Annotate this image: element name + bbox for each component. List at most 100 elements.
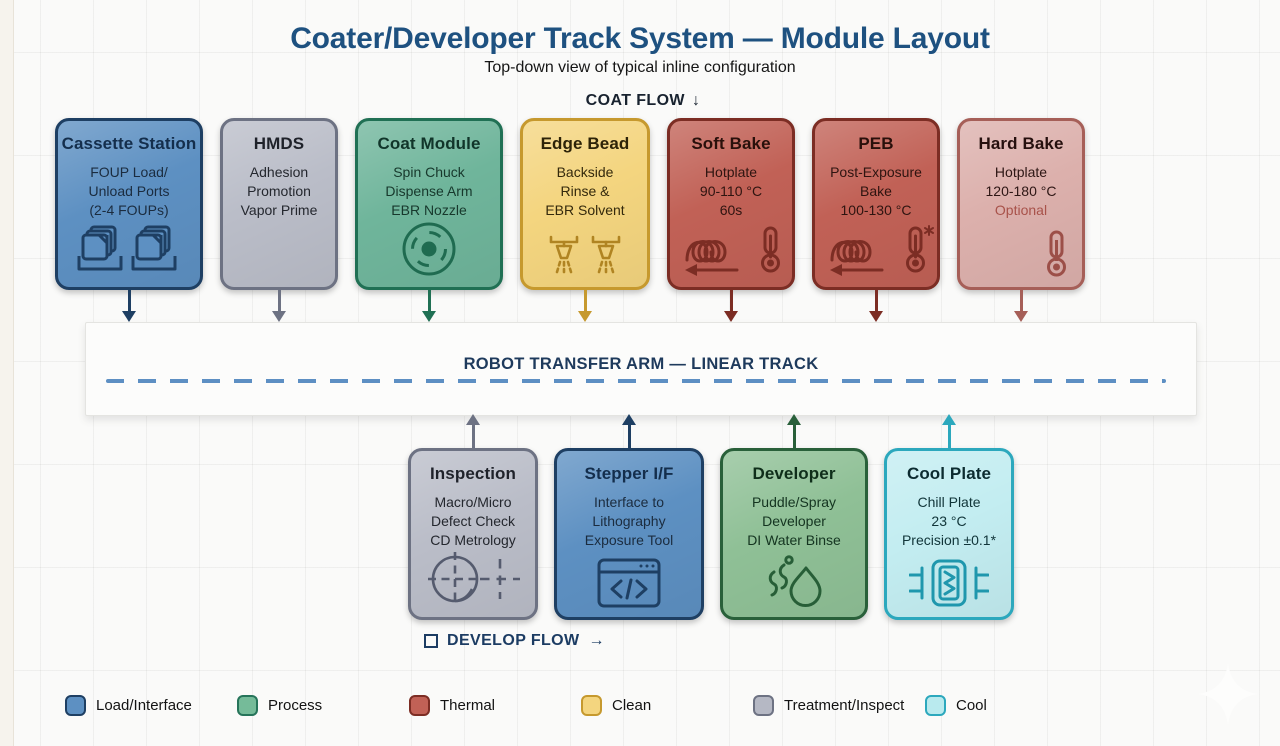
- module-title: Cool Plate: [906, 464, 992, 483]
- legend-swatch: [925, 695, 946, 716]
- module-inspection: Inspection Macro/Micro Defect Check CD Metr…: [408, 414, 538, 620]
- flow-arrow-down: [122, 290, 136, 322]
- code-window-icon: [557, 558, 701, 608]
- legend-item-thermal: Thermal: [409, 695, 495, 716]
- module-line: Backside: [556, 164, 614, 180]
- page-title: Coater/Developer Track System — Module L…: [290, 22, 990, 55]
- module-line: CD Metrology: [430, 532, 516, 548]
- thermometer-icon: [960, 228, 1082, 278]
- legend-label: Clean: [612, 697, 652, 714]
- spin-chuck-icon: [358, 220, 500, 278]
- module-line: 90-110 °C: [699, 183, 763, 199]
- module-soft-bake: Soft Bake Hotplate 90-110 °C 60s: [667, 118, 795, 322]
- legend-swatch: [409, 695, 430, 716]
- module-card: Cool Plate Chill Plate 23 °C Precision ±0.1…: [884, 448, 1014, 620]
- flow-arrow-up: [787, 414, 801, 448]
- module-line: EBR Solvent: [545, 202, 625, 218]
- module-line: Precision ±0.1*: [901, 532, 997, 548]
- module-line: Chill Plate: [917, 494, 981, 510]
- legend-item-cool: Cool: [925, 695, 987, 716]
- module-line: Adhesion: [249, 164, 309, 180]
- flow-arrow-down: [869, 290, 883, 322]
- legend-label: Process: [268, 697, 323, 714]
- module-cassette-station: Cassette Station FOUP Load/Unload Ports (2…: [55, 118, 203, 322]
- module-stepper-if: Stepper I/F Interface to Lithography Exposu…: [554, 414, 704, 620]
- module-line: EBR Nozzle: [391, 202, 467, 218]
- module-card: Inspection Macro/Micro Defect Check CD Metr…: [408, 448, 538, 620]
- module-developer: Developer Puddle/Spray Developer DI Water B…: [720, 414, 868, 620]
- right-arrow-icon: →: [588, 632, 605, 649]
- module-line: (2-4 FOUPs): [89, 202, 169, 218]
- square-bullet-icon: [424, 634, 438, 648]
- bake-coil-asterisk-icon: [815, 224, 937, 278]
- module-line: Hotplate: [994, 164, 1048, 180]
- inspection-icon: [411, 550, 535, 608]
- module-hmds: HMDS Adhesion Promotion Vapor Prime: [220, 118, 338, 322]
- module-line: 23 °C: [931, 513, 967, 529]
- module-line: Exposure Tool: [584, 532, 674, 548]
- flow-arrow-up: [466, 414, 480, 448]
- module-line: 120-180 °C: [985, 183, 1057, 199]
- module-line: Lithography: [592, 513, 666, 529]
- legend-swatch: [237, 695, 258, 716]
- module-card: Cassette Station FOUP Load/Unload Ports (2…: [55, 118, 203, 290]
- module-card: Stepper I/F Interface to Lithography Exposu…: [554, 448, 704, 620]
- module-card: HMDS Adhesion Promotion Vapor Prime: [220, 118, 338, 290]
- left-margin-strip: [0, 0, 14, 746]
- module-line: Promotion: [247, 183, 311, 199]
- legend-swatch: [753, 695, 774, 716]
- flow-arrow-down: [578, 290, 592, 322]
- module-line: Post-Exposure: [830, 164, 922, 180]
- page-subtitle: Top-down view of typical inline configur…: [484, 59, 796, 76]
- bottom-module-row: Inspection Macro/Micro Defect Check CD Metr…: [408, 414, 1014, 620]
- module-line: 100-130 °C: [840, 202, 912, 218]
- track-label: ROBOT TRANSFER ARM — LINEAR TRACK: [463, 355, 819, 373]
- module-card: Developer Puddle/Spray Developer DI Water B…: [720, 448, 868, 620]
- module-line: Vapor Prime: [240, 202, 318, 218]
- module-card: Hard Bake Hotplate 120-180 °C Optional: [957, 118, 1085, 290]
- coat-flow-label: COAT FLOW ↓: [586, 92, 701, 110]
- developer-drop-icon: [723, 552, 865, 608]
- sparkle-decoration: [1198, 663, 1258, 725]
- legend-label: Treatment/Inspect: [784, 697, 905, 714]
- down-arrow-icon: ↓: [691, 92, 701, 109]
- flow-arrow-up: [942, 414, 956, 448]
- module-line: Macro/Micro: [434, 494, 512, 510]
- module-line: Bake: [860, 183, 892, 199]
- module-title: Inspection: [429, 464, 516, 483]
- module-line: Rinse &: [560, 183, 610, 199]
- track-dashed-line: [106, 379, 1166, 383]
- module-line: Spin Chuck: [393, 164, 465, 180]
- flow-arrow-up: [622, 414, 636, 448]
- module-title: Cassette Station: [61, 134, 197, 153]
- cool-chip-icon: [887, 558, 1011, 608]
- module-card: Edge Bead Backside Rinse & EBR Solvent: [520, 118, 650, 290]
- module-edge-bead: Edge Bead Backside Rinse & EBR Solvent: [520, 118, 650, 322]
- module-title: Hard Bake: [978, 134, 1064, 153]
- legend-item-clean: Clean: [581, 695, 651, 716]
- module-line: Developer: [762, 513, 826, 529]
- legend: Load/Interface Process Thermal Clean Treatme…: [0, 695, 1280, 729]
- foup-stack-icon: [58, 224, 200, 278]
- legend-label: Load/Interface: [96, 697, 192, 714]
- legend-item-load-interface: Load/Interface: [65, 695, 192, 716]
- flow-arrow-down: [1014, 290, 1028, 322]
- legend-label: Cool: [956, 697, 987, 714]
- module-title: Developer: [752, 464, 836, 483]
- module-line: Unload Ports: [88, 183, 170, 199]
- flow-arrow-down: [272, 290, 286, 322]
- robot-transfer-track: ROBOT TRANSFER ARM — LINEAR TRACK: [85, 322, 1197, 416]
- flow-arrow-down: [422, 290, 436, 322]
- module-title: HMDS: [253, 134, 305, 153]
- module-line: Dispense Arm: [385, 183, 473, 199]
- module-title: Coat Module: [377, 134, 481, 153]
- develop-flow-label: DEVELOP FLOW →: [424, 631, 605, 651]
- module-line: 60s: [719, 202, 743, 218]
- module-card: Coat Module Spin Chuck Dispense Arm EBR Noz…: [355, 118, 503, 290]
- module-title: Edge Bead: [540, 134, 630, 153]
- coat-flow-text: COAT FLOW: [585, 92, 685, 109]
- module-line: FOUP Load/: [90, 164, 168, 180]
- module-line: Puddle/Spray: [751, 494, 837, 510]
- legend-label: Thermal: [440, 697, 496, 714]
